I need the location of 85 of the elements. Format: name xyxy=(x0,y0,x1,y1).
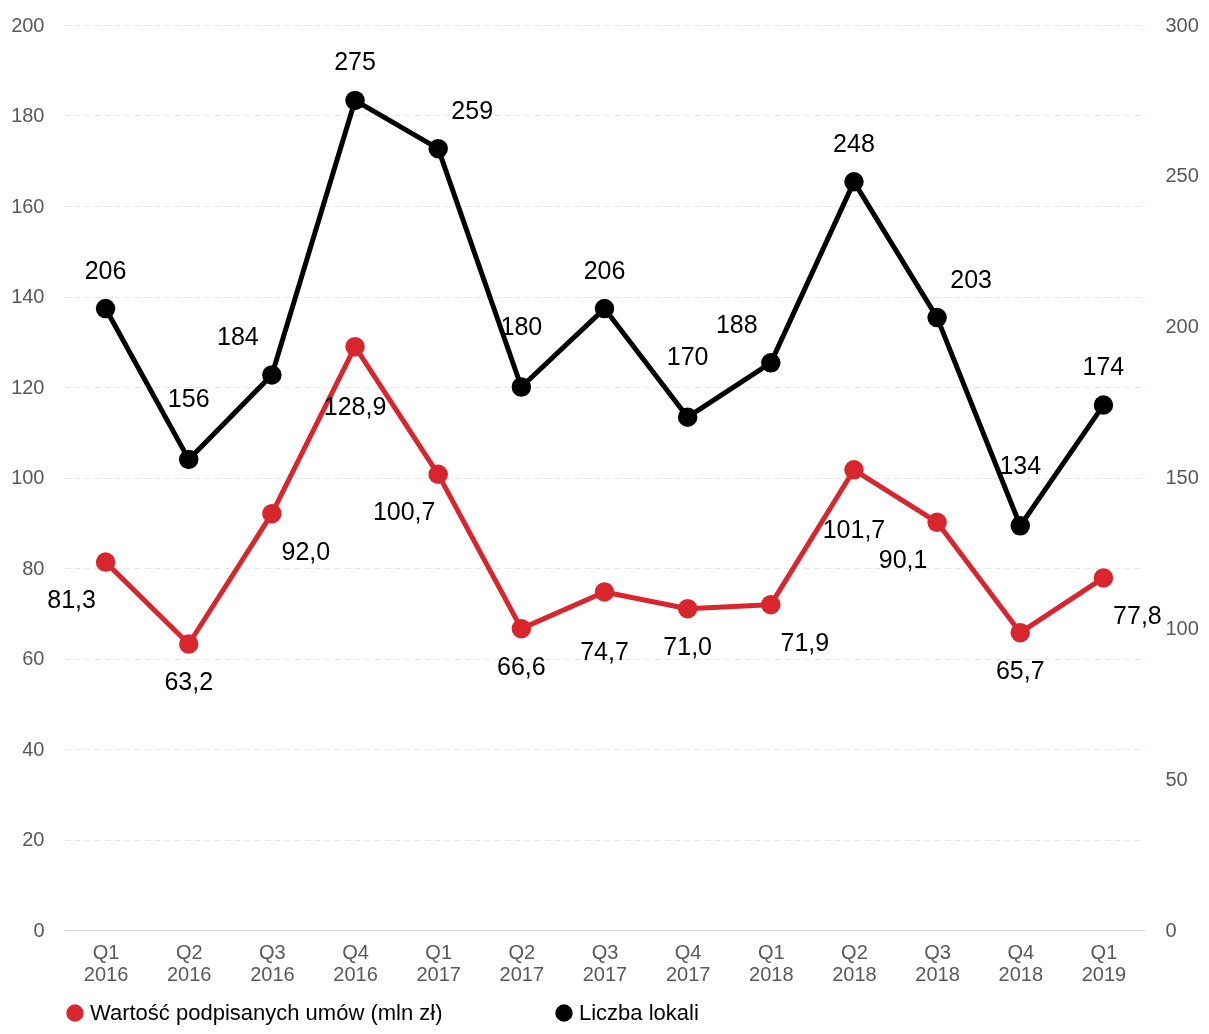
data-label: 156 xyxy=(167,384,210,413)
point xyxy=(1093,568,1114,588)
x-tick-label: Q2 2016 xyxy=(166,940,212,985)
point xyxy=(262,365,282,385)
y-tick-label: 40 xyxy=(22,737,45,760)
point xyxy=(594,582,615,602)
point xyxy=(511,377,532,397)
data-label: 92,0 xyxy=(281,536,331,565)
x-tick-label: Q3 2016 xyxy=(250,940,295,985)
data-label: 170 xyxy=(666,342,709,371)
data-label: 65,7 xyxy=(995,655,1045,684)
data-label: 206 xyxy=(84,255,127,284)
y2-tick-label: 100 xyxy=(1165,616,1199,639)
point xyxy=(178,449,199,470)
data-label: 90,1 xyxy=(878,545,928,574)
y2-tick-label: 150 xyxy=(1165,466,1199,488)
point xyxy=(594,298,615,319)
x-tick-label: Q1 2016 xyxy=(83,940,129,985)
point xyxy=(677,599,698,619)
point xyxy=(1010,622,1031,643)
point xyxy=(95,552,116,572)
point xyxy=(345,90,365,111)
data-label: 275 xyxy=(334,47,376,76)
x-tick-label: Q2 2018 xyxy=(832,940,877,985)
point xyxy=(927,512,947,533)
point xyxy=(262,503,282,524)
data-label: 134 xyxy=(999,450,1042,479)
point xyxy=(1093,395,1114,415)
data-label: 81,3 xyxy=(47,585,96,614)
data-label: 188 xyxy=(715,309,758,338)
x-tick-label: Q1 2019 xyxy=(1081,940,1127,985)
point xyxy=(927,307,947,328)
data-label: 128,9 xyxy=(323,391,387,420)
data-label: 184 xyxy=(217,321,259,350)
y-tick-label: 160 xyxy=(11,194,45,217)
y2-tick-label: 50 xyxy=(1165,767,1188,790)
x-tick-label: Q4 2017 xyxy=(665,940,711,985)
data-label: 206 xyxy=(583,255,626,284)
point xyxy=(761,594,781,615)
point xyxy=(677,407,698,427)
x-tick-label: Q4 2018 xyxy=(998,940,1044,985)
data-label: 203 xyxy=(950,264,992,293)
y-tick-label: 80 xyxy=(22,556,45,579)
y-tick-label: 180 xyxy=(11,104,45,126)
data-label: 77,8 xyxy=(1113,600,1162,629)
point xyxy=(844,172,864,192)
data-label: 74,7 xyxy=(580,636,629,665)
point xyxy=(511,618,532,639)
point xyxy=(428,138,448,159)
point xyxy=(1010,516,1031,536)
data-label: 63,2 xyxy=(164,667,214,696)
y-tick-label: 120 xyxy=(11,375,45,398)
data-label: 66,6 xyxy=(497,651,546,680)
x-tick-label: Q1 2018 xyxy=(749,940,794,985)
data-label: 101,7 xyxy=(822,514,886,543)
y-tick-label: 140 xyxy=(11,285,45,307)
y2-tick-label: 200 xyxy=(1165,315,1199,338)
x-tick-label: Q4 2016 xyxy=(333,940,378,985)
legend-label: Liczba lokali xyxy=(579,1000,699,1025)
y-tick-label: 200 xyxy=(11,13,45,36)
point xyxy=(95,298,116,319)
data-label: 71,9 xyxy=(780,627,830,656)
data-label: 180 xyxy=(500,312,543,340)
y2-tick-label: 0 xyxy=(1165,918,1177,941)
legend-label: Wartość podpisanych umów (mln zł) xyxy=(90,1000,443,1025)
data-label: 100,7 xyxy=(372,497,436,526)
data-label: 174 xyxy=(1082,352,1125,381)
y-tick-label: 0 xyxy=(33,918,45,941)
x-tick-label: Q1 2017 xyxy=(416,940,461,985)
y2-tick-label: 300 xyxy=(1165,13,1199,36)
point xyxy=(345,337,365,357)
y-tick-label: 100 xyxy=(11,466,45,488)
x-tick-label: Q3 2017 xyxy=(582,940,628,985)
y-tick-label: 20 xyxy=(22,828,45,850)
data-label: 71,0 xyxy=(663,631,712,660)
data-label: 248 xyxy=(833,128,875,157)
point xyxy=(428,464,448,485)
y2-tick-label: 250 xyxy=(1165,164,1199,187)
point xyxy=(844,460,864,480)
x-tick-label: Q2 2017 xyxy=(499,940,545,985)
point xyxy=(178,634,199,654)
x-tick-label: Q3 2018 xyxy=(915,940,960,985)
y-tick-label: 60 xyxy=(22,647,45,669)
point xyxy=(761,353,781,373)
data-label: 259 xyxy=(451,95,494,124)
